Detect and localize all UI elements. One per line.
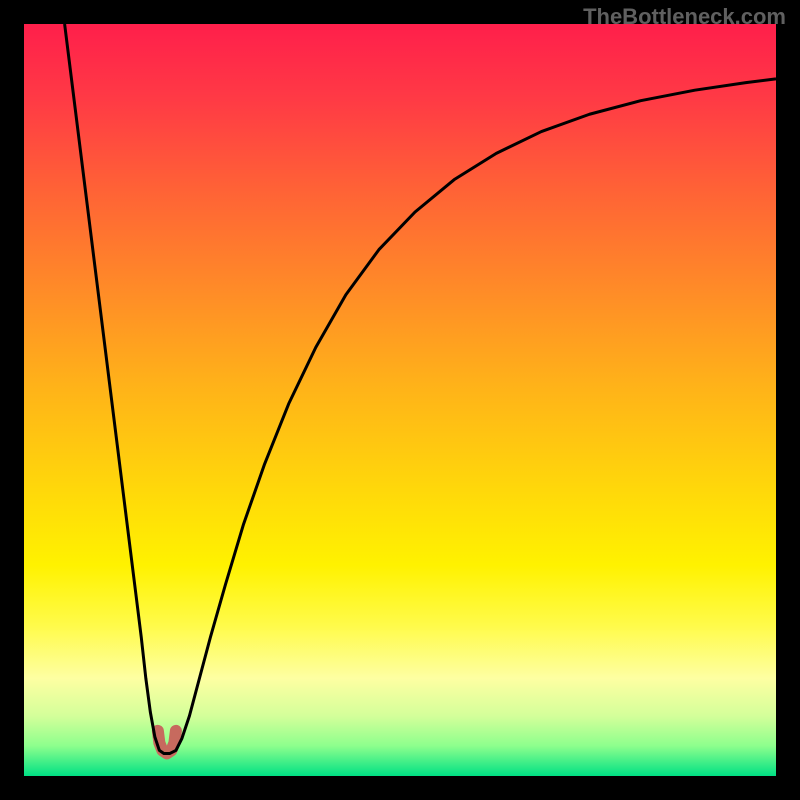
gradient-background [24, 24, 776, 776]
chart-frame: TheBottleneck.com [0, 0, 800, 800]
plot-area [24, 24, 776, 776]
watermark-text: TheBottleneck.com [583, 4, 786, 30]
plot-svg [24, 24, 776, 776]
